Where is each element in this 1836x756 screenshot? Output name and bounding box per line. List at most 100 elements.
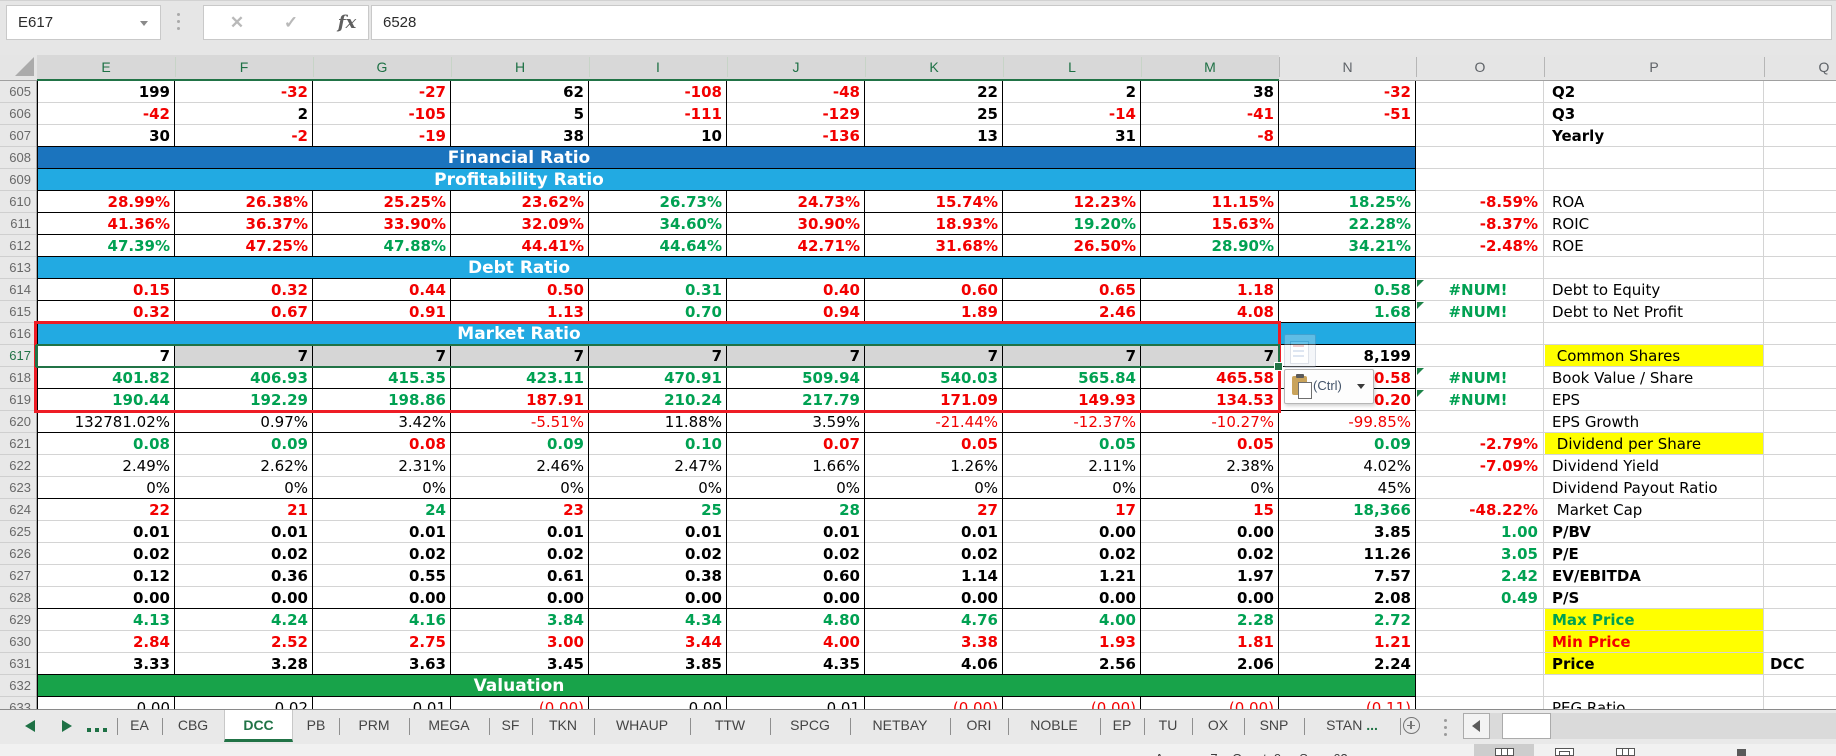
cell-F629[interactable]: 4.24 [270,611,308,629]
cell-H618[interactable]: 423.11 [526,369,584,387]
cell-J619[interactable]: 217.79 [802,391,860,409]
cell-H620[interactable]: -5.51% [530,413,584,431]
cell-J627[interactable]: 0.60 [822,567,860,585]
cell-N621[interactable]: 0.09 [1373,435,1411,453]
cell-F620[interactable]: 0.97% [260,413,308,431]
cell-K626[interactable]: 0.02 [960,545,998,563]
cell-N619[interactable]: 0.20 [1373,391,1411,409]
sheet-grid[interactable]: 605 606 607 608 609 610 611 612 613 614 615 616 617 6… [0,81,1836,709]
cell-F625[interactable]: 0.01 [270,523,308,541]
cell-L621[interactable]: 0.05 [1098,435,1136,453]
row-header-630[interactable]: 630 [9,634,31,649]
cell-K629[interactable]: 4.76 [960,611,998,629]
sheet-tab-MEGA[interactable]: MEGA [428,717,470,733]
cell-J626[interactable]: 0.02 [822,545,860,563]
cell-G614[interactable]: 0.44 [408,281,446,299]
column-header-E[interactable]: E [37,55,175,79]
row-header-621[interactable]: 621 [9,436,31,451]
cell-J614[interactable]: 0.40 [822,281,860,299]
cell-G621[interactable]: 0.08 [408,435,446,453]
cell-H627[interactable]: 0.61 [546,567,584,585]
fill-handle[interactable] [1274,362,1283,371]
cell-L625[interactable]: 0.00 [1098,523,1136,541]
prev-sheet-arrow-icon[interactable] [25,720,35,732]
cell-J612[interactable]: 42.71% [797,237,860,255]
cell-H612[interactable]: 44.41% [521,237,584,255]
cell-O611[interactable]: -8.37% [1479,215,1538,233]
cell-J622[interactable]: 1.66% [812,457,860,475]
cell-H628[interactable]: 0.00 [546,589,584,607]
row-header-627[interactable]: 627 [9,568,31,583]
merged-band-row-613[interactable]: Debt Ratio [37,257,1416,279]
cell-M605[interactable]: 38 [1253,83,1274,101]
cell-O627[interactable]: 2.42 [1500,567,1538,585]
sheet-tab-TKN[interactable]: TKN [549,717,577,733]
cell-J625[interactable]: 0.01 [822,523,860,541]
cell-K624[interactable]: 27 [977,501,998,519]
cell-K633[interactable]: (0.00) [952,699,998,709]
cell-I614[interactable]: 0.31 [684,281,722,299]
cell-E617[interactable]: 7 [159,347,170,365]
cell-G630[interactable]: 2.75 [408,633,446,651]
cell-K621[interactable]: 0.05 [960,435,998,453]
sheet-tab-SF[interactable]: SF [501,717,520,733]
cell-J621[interactable]: 0.07 [822,435,860,453]
cell-E610[interactable]: 28.99% [107,193,170,211]
cell-P622[interactable]: Dividend Yield [1552,457,1660,475]
cell-K605[interactable]: 22 [977,83,998,101]
cell-M611[interactable]: 15.63% [1211,215,1274,233]
cell-I612[interactable]: 44.64% [659,237,722,255]
next-sheet-arrow-icon[interactable] [62,720,72,732]
cell-J605[interactable]: -48 [832,83,860,101]
cell-G623[interactable]: 0% [422,479,446,497]
cell-L630[interactable]: 1.93 [1098,633,1136,651]
cell-G610[interactable]: 25.25% [383,193,446,211]
cell-L618[interactable]: 565.84 [1078,369,1136,387]
row-header-632[interactable]: 632 [9,678,31,693]
cell-P617[interactable]: Common Shares [1552,347,1681,365]
cell-M621[interactable]: 0.05 [1236,435,1274,453]
row-header-623[interactable]: 623 [9,480,31,495]
cell-I630[interactable]: 3.44 [684,633,722,651]
cell-H614[interactable]: 0.50 [546,281,584,299]
cell-J620[interactable]: 3.59% [812,413,860,431]
column-header-J[interactable]: J [727,55,865,79]
cell-N626[interactable]: 11.26 [1363,545,1411,563]
row-header-611[interactable]: 611 [10,216,31,231]
cell-N623[interactable]: 45% [1377,479,1411,497]
row-header-609[interactable]: 609 [9,172,31,187]
cell-E626[interactable]: 0.02 [132,545,170,563]
cell-P606[interactable]: Q3 [1552,105,1576,123]
select-all-button[interactable] [0,55,37,79]
cell-L620[interactable]: -12.37% [1073,413,1136,431]
cell-P621[interactable]: Dividend per Share [1552,435,1702,453]
cell-G617[interactable]: 7 [435,347,446,365]
cell-H625[interactable]: 0.01 [546,523,584,541]
cancel-icon[interactable]: ✕ [229,13,245,32]
cell-K631[interactable]: 4.06 [960,655,998,673]
cell-L624[interactable]: 17 [1115,501,1136,519]
name-box-dropdown-icon[interactable] [140,21,148,26]
cell-M618[interactable]: 465.58 [1216,369,1274,387]
cell-P607[interactable]: Yearly [1552,127,1605,145]
cell-E629[interactable]: 4.13 [132,611,170,629]
cell-E620[interactable]: 132781.02% [74,413,170,431]
row-header-629[interactable]: 629 [9,612,31,627]
cell-K620[interactable]: -21.44% [935,413,998,431]
column-header-F[interactable]: F [175,55,313,79]
cell-F605[interactable]: -32 [280,83,308,101]
cell-G622[interactable]: 2.31% [398,457,446,475]
row-header-620[interactable]: 620 [9,414,31,429]
column-header-P[interactable]: P [1544,55,1764,79]
cell-F612[interactable]: 47.25% [245,237,308,255]
cell-L631[interactable]: 2.56 [1098,655,1136,673]
cell-J617[interactable]: 7 [849,347,860,365]
cell-O625[interactable]: 1.00 [1500,523,1538,541]
cell-K611[interactable]: 18.93% [935,215,998,233]
cell-G627[interactable]: 0.55 [408,567,446,585]
merged-band-row-632[interactable]: Valuation [37,675,1416,697]
cell-H621[interactable]: 0.09 [546,435,584,453]
cell-H607[interactable]: 38 [563,127,584,145]
row-header-618[interactable]: 618 [9,370,31,385]
cell-J618[interactable]: 509.94 [802,369,860,387]
